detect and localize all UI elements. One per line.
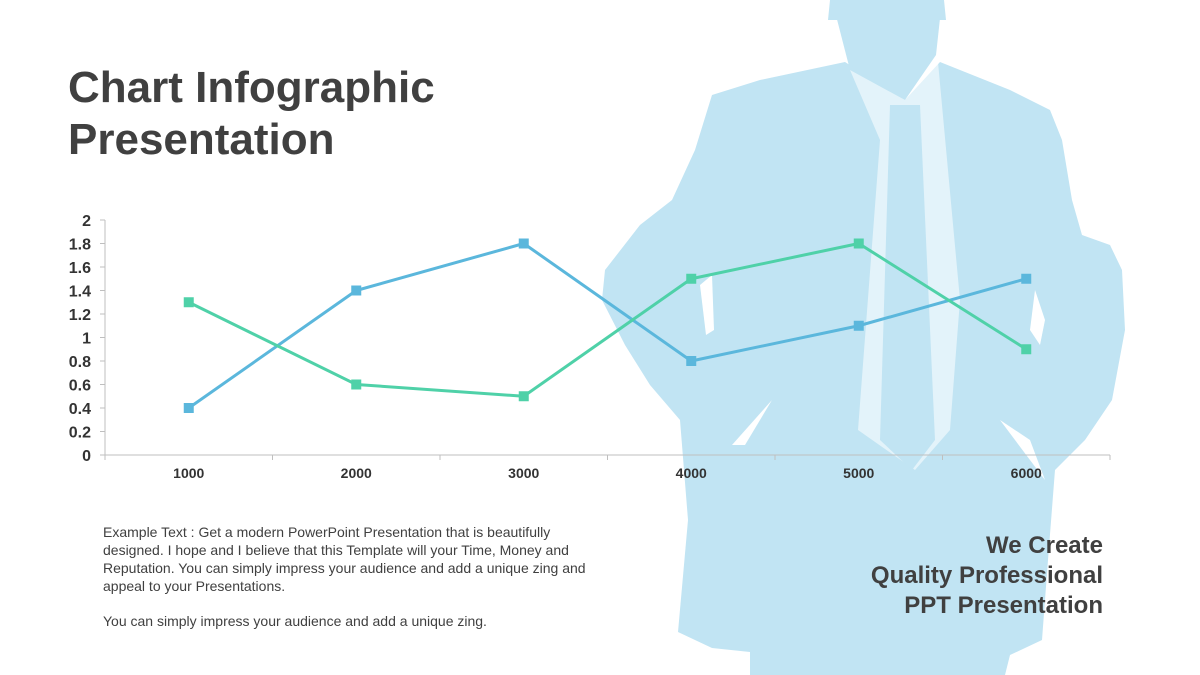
series-2-point [351,379,362,390]
series-2-line [188,242,1028,398]
title-line-2: Presentation [68,115,335,164]
series-2-point [1021,344,1032,355]
chart-lines [187,242,1028,410]
x-tick-label: 3000 [508,465,539,481]
x-tick-label: 6000 [1011,465,1042,481]
y-tick-label: 0 [82,448,91,465]
y-tick-label: 1 [82,331,91,348]
page-title: Chart Infographic Presentation [68,62,435,166]
tagline: We Create Quality Professional PPT Prese… [871,531,1103,621]
series-1-point [351,285,362,296]
tagline-line-1: We Create [986,532,1103,559]
hand-gap-left [732,400,772,445]
y-tick-label: 0.4 [69,401,91,418]
x-tick-label: 5000 [843,465,874,481]
series-1-point [1021,273,1032,284]
tagline-line-3: PPT Presentation [904,592,1103,619]
series-1-point [686,356,697,366]
series-2-point [183,297,194,308]
chart-axes: 0 0.2 0.4 0.6 0.8 1 1.2 1.4 1.6 1.8 2 1000 2000 3000 4… [69,213,1111,481]
body-paragraph-2: You can simply impress your audience and… [103,613,487,629]
series-1-line [187,242,1027,410]
y-tick-label: 1.4 [69,284,91,301]
arm-gap-left [700,275,714,335]
y-tick-label: 0.2 [69,425,91,442]
body-text: Example Text : Get a modern PowerPoint P… [103,523,603,647]
x-tick-label: 4000 [676,465,707,481]
y-tick-label: 0.8 [69,354,91,371]
y-tick-label: 1.2 [69,307,91,324]
series-1-point [518,238,529,249]
body-paragraph-1: Example Text : Get a modern PowerPoint P… [103,524,586,594]
title-line-1: Chart Infographic [68,63,435,112]
tie-shape [880,105,935,470]
hand-gap-right [1000,420,1045,480]
series-2-point [853,238,864,249]
x-tick-label: 2000 [341,465,372,481]
y-tick-label: 2 [82,213,91,230]
arm-gap-right [1030,290,1045,345]
series-2-point [686,273,697,284]
series-1-point [853,320,864,331]
tagline-line-2: Quality Professional [870,562,1103,589]
series-2-point [518,391,529,402]
y-tick-label: 0.6 [69,378,91,395]
y-tick-label: 1.6 [69,260,91,277]
chart-markers [183,238,1032,413]
y-tick-label: 1.8 [69,237,91,254]
x-tick-label: 1000 [173,465,204,481]
series-1-point [183,403,194,413]
